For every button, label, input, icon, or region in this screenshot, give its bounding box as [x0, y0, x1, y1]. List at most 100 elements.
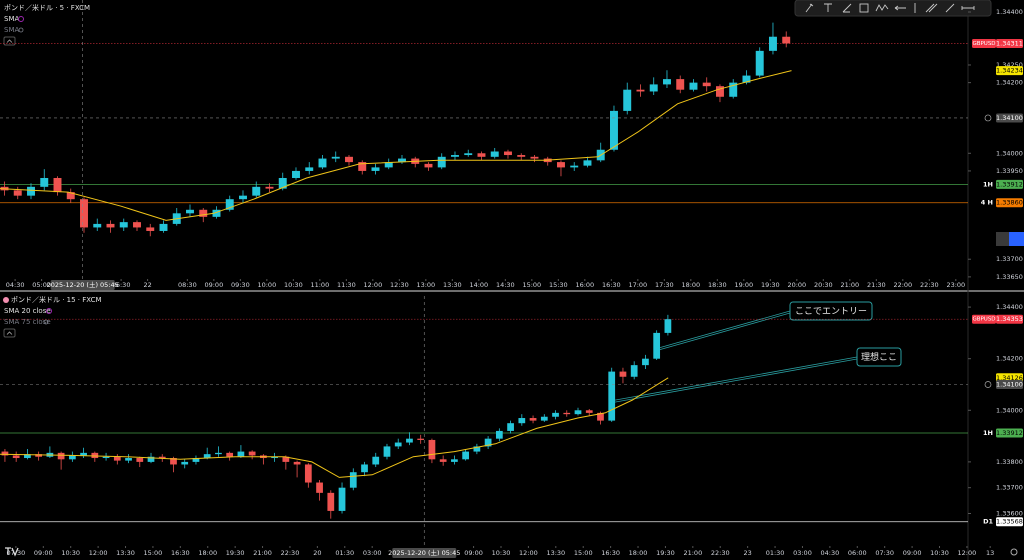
candle-body [282, 456, 290, 462]
x-tick-label: 09:00 [903, 549, 922, 557]
candle-body [518, 418, 526, 424]
price-tag-label: 1.33568 [996, 518, 1023, 526]
x-tick-label: 09:00 [464, 549, 483, 557]
x-tick-label: 12:00 [363, 281, 382, 289]
candle-body [305, 167, 314, 171]
candle-body [239, 195, 247, 200]
tool-hline[interactable] [961, 6, 975, 10]
x-tick-label: 18:30 [708, 281, 727, 289]
y-tick-label: 1.33600 [996, 509, 1023, 517]
tool-arrow[interactable] [894, 5, 906, 11]
candle-body [755, 50, 764, 76]
price-tag-label: 1.34353 [996, 315, 1023, 323]
x-tick-label: 22:00 [893, 281, 912, 289]
candle-body [119, 222, 128, 228]
candle-body [158, 456, 166, 459]
x-tick-label: 18:00 [629, 549, 648, 557]
x-tick-label: 19:30 [226, 549, 245, 557]
tool-path[interactable] [875, 4, 889, 12]
x-tick-label: 21:00 [840, 281, 859, 289]
candle-body [517, 155, 526, 157]
x-tick-label: 10:30 [61, 549, 80, 557]
candle-body [406, 438, 413, 443]
price-tag [996, 517, 1023, 527]
x-tick-label: 09:30 [231, 281, 250, 289]
candle-body [53, 177, 62, 193]
candle-body [424, 163, 433, 168]
candle-body [125, 458, 132, 461]
candle-body [318, 158, 327, 168]
y-tick-label: 1.34400 [996, 8, 1023, 16]
y-tick-label: 1.34200 [996, 355, 1023, 363]
x-tick-label: 14:30 [496, 281, 515, 289]
candle-body [610, 110, 618, 150]
scroll-button[interactable] [1008, 232, 1024, 246]
eye-icon[interactable] [18, 27, 24, 33]
tool-brush[interactable] [805, 3, 814, 13]
tool-rect[interactable] [859, 3, 869, 13]
indicator-name: SMA 20 close [4, 307, 51, 315]
candle-body [80, 199, 88, 228]
indicator-icon[interactable] [18, 16, 24, 22]
collapse-button[interactable] [3, 36, 16, 46]
x-tick-label: 19:00 [734, 281, 753, 289]
y-tick-label: 1.33650 [996, 273, 1023, 281]
callout-line [609, 356, 858, 402]
x-tick-label: 04:30 [821, 549, 840, 557]
annotation-box[interactable] [789, 301, 873, 321]
candle-body [292, 170, 300, 178]
x-tick-label: 22:30 [281, 549, 300, 557]
crosshair-x-label: 2025-12-20 (土) 05:45 [388, 548, 460, 557]
tool-parallel[interactable] [925, 3, 938, 13]
candle-body [653, 332, 661, 359]
candle-body [428, 439, 436, 460]
callout-line [609, 358, 858, 404]
price-tag [996, 38, 1023, 48]
indicator-icon[interactable] [46, 308, 52, 314]
candle-body [345, 156, 353, 163]
tool-pen[interactable] [842, 3, 852, 13]
candle-body [583, 160, 592, 166]
x-tick-label: 20 [313, 549, 321, 557]
price-tag-label: 1.34126 [996, 374, 1023, 382]
x-tick-label: 17:30 [655, 281, 674, 289]
x-tick-label: 12:00 [89, 549, 108, 557]
sma-line [0, 70, 792, 221]
x-tick-label: 21:00 [253, 549, 272, 557]
settings-icon[interactable] [1010, 548, 1018, 556]
x-tick-label: 04:30 [6, 281, 25, 289]
plus-button[interactable] [996, 232, 1009, 246]
indicator-name: SMA [4, 15, 19, 23]
x-tick-label: 19:30 [656, 549, 675, 557]
tool-trend[interactable] [945, 3, 955, 13]
y-tick-label: 1.33800 [996, 458, 1023, 466]
x-tick-label: 03:00 [793, 549, 812, 557]
y-tick-label: 1.34400 [996, 303, 1023, 311]
price-tag [996, 198, 1023, 208]
candle-body [1, 451, 9, 456]
price-tag-label: 1.33912 [996, 429, 1023, 437]
eye-icon[interactable] [43, 319, 49, 325]
x-tick-label: 21:30 [867, 281, 886, 289]
x-tick-label: 16:30 [602, 281, 621, 289]
x-tick-label: 11:30 [337, 281, 356, 289]
y-tick-label: 1.33950 [996, 167, 1023, 175]
x-tick-label: 22:30 [711, 549, 730, 557]
candle-body [490, 151, 499, 157]
candle-body [24, 454, 31, 459]
collapse-button[interactable] [3, 328, 16, 338]
tool-text[interactable] [824, 3, 832, 12]
candle-body [146, 227, 155, 231]
hidden-indicator: SMA 75 close [4, 318, 51, 326]
callout-line [654, 310, 791, 350]
candle-body [293, 461, 301, 465]
candle-body [504, 151, 512, 156]
annotation-text: 理想ここ [861, 351, 897, 363]
candle-body [529, 418, 537, 421]
x-tick-label: 13 [986, 549, 994, 557]
hidden-indicator: SMA [4, 26, 19, 34]
annotation-box[interactable] [856, 347, 902, 367]
x-tick-label: 13:00 [416, 281, 435, 289]
